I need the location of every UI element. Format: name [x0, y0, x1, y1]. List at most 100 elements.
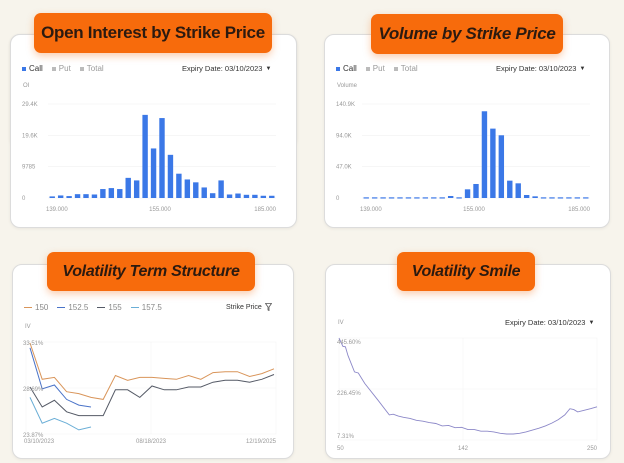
oi-bar: [176, 173, 182, 198]
oi-bar: [91, 194, 98, 198]
volume-bar: [380, 197, 386, 199]
volume-bar: [464, 189, 471, 198]
oi-x-tick: 139.000: [46, 207, 68, 213]
volume-bar: [371, 197, 378, 199]
oi-bar: [184, 179, 191, 198]
caret-down-icon: ▼: [579, 65, 586, 72]
oi-title: Open Interest by Strike Price: [34, 13, 272, 53]
volume-bar: [439, 197, 445, 199]
call-swatch-icon: [22, 66, 26, 71]
volume-bar: [388, 197, 395, 199]
legend-total[interactable]: Total: [79, 64, 104, 73]
term-x-tick: 12/19/2025: [246, 439, 277, 445]
volume-bar: [431, 197, 437, 199]
volume-expiry-dropdown[interactable]: Expiry Date: 03/10/2023 ▼: [496, 64, 586, 73]
term-y-axis-title: IV: [25, 324, 31, 330]
oi-bar: [252, 194, 258, 198]
volume-bar: [523, 194, 530, 198]
oi-y-tick: 19.6K: [22, 133, 38, 139]
oi-bar: [57, 195, 64, 198]
volume-bar: [397, 197, 403, 199]
volume-bar: [405, 197, 412, 199]
term-legend: 150 152.5 155 157.5: [24, 303, 162, 312]
volume-bar: [540, 197, 547, 199]
volume-bar: [498, 135, 505, 198]
oi-bar: [83, 194, 89, 198]
term-line-155: [29, 374, 275, 417]
smile-x-tick: 250: [587, 446, 598, 452]
legend-total[interactable]: Total: [393, 64, 418, 73]
smile-chart-card: [325, 264, 611, 459]
oi-x-tick: 185.000: [254, 207, 276, 213]
oi-bar: [74, 194, 81, 198]
oi-bar: [66, 196, 72, 198]
oi-y-tick: 29.4K: [22, 102, 38, 108]
volume-title: Volume by Strike Price: [371, 14, 563, 54]
volume-bar: [574, 197, 581, 199]
term-y-tick: 28.69%: [23, 387, 44, 393]
oi-bar: [226, 194, 233, 198]
oi-bar: [243, 194, 250, 198]
legend-150[interactable]: 150: [24, 303, 48, 312]
volume-bar: [583, 197, 589, 199]
legend-put[interactable]: Put: [51, 64, 71, 73]
oi-bar: [117, 189, 123, 198]
legend-155[interactable]: 155: [97, 303, 122, 312]
term-line-150: [29, 342, 275, 400]
oi-bar: [133, 180, 140, 198]
volume-x-tick: 139.000: [360, 207, 382, 213]
volume-bar: [422, 197, 429, 199]
smile-title: Volatility Smile: [397, 252, 535, 291]
volume-legend: Call Put Total: [336, 64, 418, 73]
volume-bar: [490, 128, 496, 198]
smile-x-tick: 142: [458, 446, 469, 452]
oi-bar: [142, 114, 148, 198]
volume-bar: [456, 197, 462, 199]
volume-bar: [566, 197, 572, 199]
smile-y-tick: 445.60%: [337, 340, 361, 346]
term-title: Volatility Term Structure: [47, 252, 255, 291]
strike-price-filter[interactable]: Strike Price: [226, 303, 272, 311]
series-157-5-swatch-icon: [130, 306, 139, 309]
term-chart-card: [12, 264, 294, 459]
volume-y-tick: 94.0K: [336, 133, 352, 139]
oi-legend: Call Put Total: [22, 64, 104, 73]
oi-bar: [159, 118, 165, 198]
legend-152-5[interactable]: 152.5: [57, 303, 88, 312]
series-152-5-swatch-icon: [57, 306, 66, 309]
oi-bar: [209, 193, 216, 198]
volume-y-tick: 47.0K: [336, 165, 352, 171]
oi-bar: [269, 195, 275, 198]
volume-bar: [532, 196, 538, 198]
volume-bar: [414, 197, 420, 199]
volume-bar: [363, 197, 369, 199]
term-line-157-5: [29, 397, 92, 431]
term-x-tick: 03/10/2023: [24, 439, 55, 445]
oi-bar: [218, 180, 224, 198]
volume-y-axis-title: Volume: [337, 83, 358, 89]
volume-y-tick: 140.9K: [336, 102, 355, 108]
volume-bar: [481, 111, 488, 198]
smile-chart: 7.31% 226.45% 445.60% 50 142 250: [337, 337, 598, 452]
series-155-swatch-icon: [97, 306, 106, 309]
smile-y-tick: 7.31%: [337, 434, 355, 440]
oi-bar: [108, 188, 115, 198]
smile-y-tick: 226.45%: [337, 391, 361, 397]
legend-put[interactable]: Put: [365, 64, 385, 73]
term-x-tick: 08/18/2023: [136, 439, 167, 445]
oi-chart: 0 9785 19.6K 29.4K 139.000 155.000 185.000: [22, 102, 277, 213]
caret-down-icon: ▼: [588, 319, 595, 326]
oi-bar: [125, 177, 131, 198]
oi-expiry-dropdown[interactable]: Expiry Date: 03/10/2023 ▼: [182, 64, 272, 73]
legend-call[interactable]: Call: [336, 64, 357, 73]
oi-bar: [167, 154, 174, 198]
legend-call[interactable]: Call: [22, 64, 43, 73]
smile-expiry-dropdown[interactable]: Expiry Date: 03/10/2023 ▼: [505, 318, 595, 327]
volume-y-tick: 0: [336, 196, 340, 202]
legend-157-5[interactable]: 157.5: [130, 303, 162, 312]
oi-bar: [49, 196, 55, 198]
volume-x-tick: 185.000: [568, 207, 590, 213]
smile-y-axis-title: IV: [338, 320, 344, 326]
oi-y-tick: 0: [22, 196, 26, 202]
volume-bar: [515, 183, 521, 198]
